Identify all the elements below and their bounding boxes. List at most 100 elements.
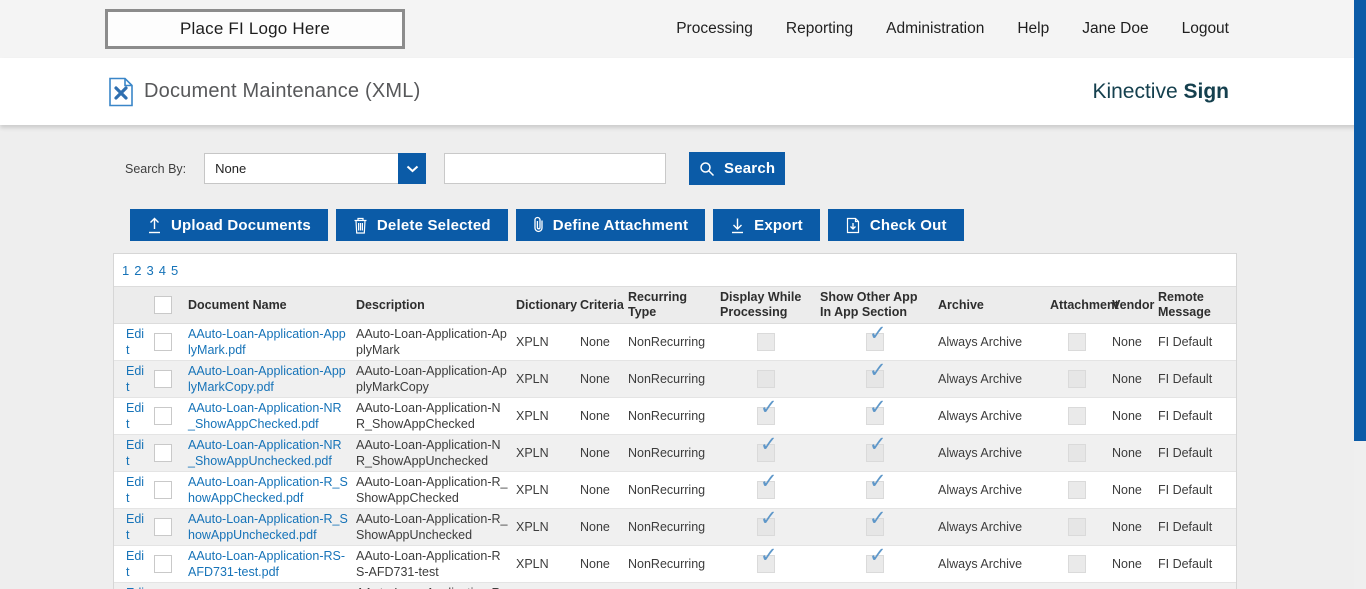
nav-item-help[interactable]: Help xyxy=(1017,20,1050,37)
edit-link[interactable]: Edit xyxy=(126,327,145,357)
vendor-cell: None xyxy=(1112,335,1142,349)
table-row: Edit AAuto-Loan-Application-NR_ShowAppUn… xyxy=(114,434,1236,472)
nav-item-processing[interactable]: Processing xyxy=(676,20,753,37)
vendor-cell: None xyxy=(1112,372,1142,386)
vendor-cell: None xyxy=(1112,557,1142,571)
archive-cell: Always Archive xyxy=(938,335,1023,349)
chevron-down-icon[interactable] xyxy=(398,153,427,184)
page-link-4[interactable]: 4 xyxy=(158,263,166,278)
delete-selected-button[interactable]: Delete Selected xyxy=(335,209,508,241)
select-all-checkbox[interactable] xyxy=(154,296,172,314)
description-cell: AAuto-Loan-Application-NR_ShowAppChecked xyxy=(356,401,501,431)
search-input[interactable] xyxy=(444,153,667,184)
table-row-partial: Edit AAuto-Loan-Application-RS- AAuto-Lo… xyxy=(114,582,1236,589)
export-label: Export xyxy=(754,216,803,234)
attachment-checkbox xyxy=(1068,407,1086,425)
page-link-2[interactable]: 2 xyxy=(134,263,142,278)
page-link-1[interactable]: 1 xyxy=(122,263,130,278)
dictionary-cell: XPLN xyxy=(516,446,549,460)
brand-regular: Kinective xyxy=(1092,79,1178,103)
vendor-cell: None xyxy=(1112,446,1142,460)
display-while-processing-checkbox xyxy=(757,511,778,536)
search-by-select[interactable]: None xyxy=(204,153,427,184)
display-while-processing-checkbox xyxy=(757,400,778,425)
define-attachment-button[interactable]: Define Attachment xyxy=(515,209,706,241)
archive-cell: Always Archive xyxy=(938,446,1023,460)
display-while-processing-checkbox xyxy=(757,548,778,573)
vendor-cell: None xyxy=(1112,520,1142,534)
nav-item-reporting[interactable]: Reporting xyxy=(785,20,854,37)
check-out-button[interactable]: Check Out xyxy=(827,209,964,241)
edit-link[interactable]: Edit xyxy=(126,475,145,505)
description-cell: AAuto-Loan-Application-R_ShowAppUnchecke… xyxy=(356,512,508,542)
attachment-checkbox xyxy=(1068,481,1086,499)
archive-cell: Always Archive xyxy=(938,372,1023,386)
vendor-cell: None xyxy=(1112,483,1142,497)
define-attachment-label: Define Attachment xyxy=(552,216,689,234)
show-other-app-checkbox xyxy=(866,437,887,462)
nav-item-logout[interactable]: Logout xyxy=(1181,20,1229,37)
dictionary-cell: XPLN xyxy=(516,335,549,349)
document-name-link[interactable]: AAuto-Loan-Application-R_ShowAppChecked.… xyxy=(188,475,348,505)
brand-logo: Kinective Sign xyxy=(1092,80,1229,104)
description-cell: AAuto-Loan-Application-ApplyMark xyxy=(356,327,507,357)
criteria-cell: None xyxy=(580,372,610,386)
edit-link[interactable]: Edit xyxy=(126,549,145,579)
search-button[interactable]: Search xyxy=(689,152,786,185)
document-name-link[interactable]: AAuto-Loan-Application-R_ShowAppUnchecke… xyxy=(188,512,348,542)
main-nav: Processing Reporting Administration Help… xyxy=(676,20,1229,38)
archive-cell: Always Archive xyxy=(938,557,1023,571)
row-checkbox[interactable] xyxy=(154,407,172,425)
table-row: Edit AAuto-Loan-Application-R_ShowAppChe… xyxy=(114,471,1236,509)
row-checkbox[interactable] xyxy=(154,444,172,462)
toolbar: Upload Documents Delete Selected Define … xyxy=(130,209,1366,241)
table-row: Edit AAuto-Loan-Application-ApplyMark.pd… xyxy=(114,323,1236,361)
nav-item-administration[interactable]: Administration xyxy=(886,20,985,37)
attachment-checkbox xyxy=(1068,370,1086,388)
export-button[interactable]: Export xyxy=(713,209,820,241)
document-name-link[interactable]: AAuto-Loan-Application-ApplyMarkCopy.pdf xyxy=(188,364,346,394)
header-description: Description xyxy=(356,297,425,312)
search-button-label: Search xyxy=(724,160,776,177)
row-checkbox[interactable] xyxy=(154,518,172,536)
upload-documents-button[interactable]: Upload Documents xyxy=(130,209,328,241)
edit-link[interactable]: Edit xyxy=(126,512,145,542)
nav-item-user[interactable]: Jane Doe xyxy=(1082,20,1149,37)
page-link-3[interactable]: 3 xyxy=(146,263,154,278)
scrollbar-thumb[interactable] xyxy=(1354,0,1366,441)
description-cell: AAuto-Loan-Application-RS- xyxy=(352,583,512,589)
row-checkbox[interactable] xyxy=(154,481,172,499)
display-while-processing-checkbox xyxy=(757,437,778,462)
document-name-link[interactable]: AAuto-Loan-Application-NR_ShowAppChecked… xyxy=(188,401,342,431)
archive-cell: Always Archive xyxy=(938,520,1023,534)
row-checkbox[interactable] xyxy=(154,555,172,573)
top-nav-bar: Place FI Logo Here Processing Reporting … xyxy=(0,0,1366,58)
document-name-link[interactable]: AAuto-Loan-Application-RS-AFD731-test.pd… xyxy=(188,549,346,579)
attachment-checkbox xyxy=(1068,444,1086,462)
header-select-all-cell xyxy=(150,287,184,324)
edit-link[interactable]: Edit xyxy=(126,586,144,589)
archive-cell xyxy=(934,583,1046,589)
page-link-5[interactable]: 5 xyxy=(170,263,179,278)
edit-link[interactable]: Edit xyxy=(126,401,145,431)
pagination: 1 2 3 4 5 xyxy=(114,254,1236,286)
trash-icon xyxy=(353,217,368,234)
vertical-scrollbar[interactable] xyxy=(1354,0,1366,589)
dictionary-cell: XPLN xyxy=(516,409,549,423)
header-archive: Archive xyxy=(938,297,984,312)
recurring-type-cell xyxy=(624,583,716,589)
dictionary-cell: XPLN xyxy=(516,372,549,386)
row-checkbox[interactable] xyxy=(154,333,172,351)
remote-message-cell: FI Default xyxy=(1158,335,1213,349)
search-by-selected-value: None xyxy=(215,161,247,176)
paperclip-icon xyxy=(533,216,544,234)
document-name-link[interactable]: AAuto-Loan-Application-NR_ShowAppUncheck… xyxy=(188,438,342,468)
row-checkbox[interactable] xyxy=(154,370,172,388)
document-name-link[interactable]: AAuto-Loan-Application-ApplyMark.pdf xyxy=(188,327,346,357)
edit-link[interactable]: Edit xyxy=(126,438,145,468)
edit-link[interactable]: Edit xyxy=(126,364,145,394)
display-while-processing-checkbox xyxy=(757,333,775,351)
documents-table: Document Name Description Dictionary Cri… xyxy=(114,286,1236,589)
show-other-app-checkbox xyxy=(866,363,887,388)
criteria-cell: None xyxy=(580,446,610,460)
